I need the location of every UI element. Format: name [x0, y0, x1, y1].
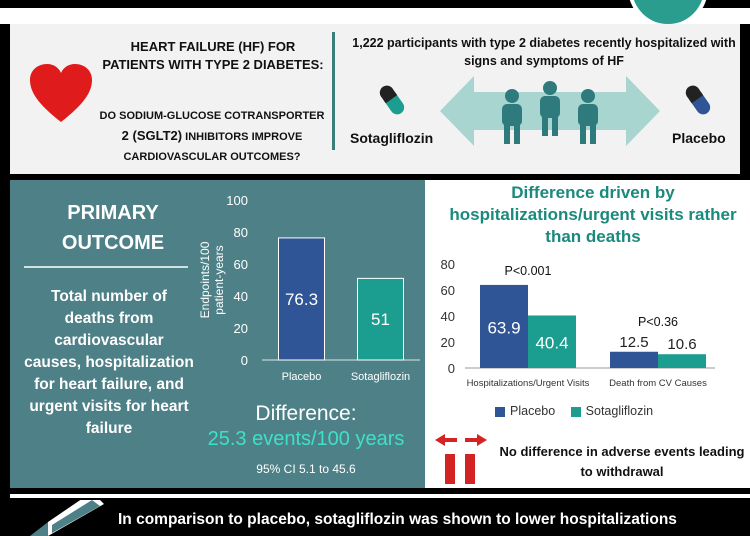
- question-line-1: DO SODIUM-GLUCOSE COTRANSPORTER: [99, 110, 325, 122]
- top-white-strip: [0, 8, 750, 24]
- y-tick-label: 0: [241, 353, 248, 368]
- question-line-2: 2 (SGLT2) INHIBITORS IMPROVE: [98, 126, 326, 147]
- adverse-events-text: No difference in adverse events leading …: [499, 444, 745, 479]
- difference-label: Difference:: [255, 402, 357, 425]
- x-tick-label: Hospitalizations/Urgent Visits: [467, 378, 590, 389]
- secondary-outcome-chart: 0 20 40 60 80 63.9 40.4 P<0.001 Hospitalizations…: [441, 257, 715, 389]
- question-line-3: CARDIOVASCULAR OUTCOMES?: [123, 151, 301, 163]
- pill-icon-sotagliflozin: [379, 85, 405, 115]
- confidence-interval: 95% CI 5.1 to 45.6: [256, 462, 356, 476]
- participants-text: 1,222 participants with type 2 diabetes …: [352, 36, 736, 68]
- y-tick-label: 80: [441, 257, 455, 272]
- y-tick-label: 80: [234, 225, 248, 240]
- y-tick-label: 40: [234, 289, 248, 304]
- legend-swatch-placebo: [495, 406, 505, 417]
- arm-label-sotagliflozin: Sotagliflozin: [350, 130, 434, 146]
- y-tick-label: 40: [441, 309, 455, 324]
- x-tick-label: Sotagliflozin: [351, 371, 410, 383]
- bar-value-label: 12.5: [619, 334, 648, 351]
- primary-outcome-title: PRIMARY OUTCOME: [61, 202, 165, 254]
- legend-item-sotagliflozin: Sotagliflozin: [570, 404, 654, 418]
- conclusion-bar: [10, 494, 750, 536]
- bar-placebo: [278, 237, 325, 361]
- bar-value-label: 76.3: [285, 290, 318, 309]
- header-divider: [332, 32, 335, 150]
- y-axis-label: Endpoints/100patient-years: [200, 241, 226, 318]
- question-sglt2: 2 (SGLT2): [121, 128, 183, 143]
- question-line-2-rest: INHIBITORS IMPROVE: [182, 131, 303, 143]
- arm-label-placebo: Placebo: [672, 130, 726, 146]
- bar-value-label: 63.9: [487, 318, 520, 337]
- bar-placebo: [610, 351, 658, 368]
- bar-placebo: [480, 284, 528, 368]
- y-tick-label: 60: [234, 257, 248, 272]
- primary-outcome-rule: [24, 266, 188, 268]
- primary-outcome-description: Total number of deaths from cardiovascul…: [24, 288, 194, 437]
- y-tick-label: 20: [234, 321, 248, 336]
- conclusion-top-strip: [10, 494, 750, 498]
- conclusion-text: In comparison to placebo, sotagliflozin …: [118, 511, 677, 528]
- bar-value-label: 40.4: [535, 334, 568, 353]
- randomization-arrow-icon: [440, 76, 660, 146]
- question-title: HEART FAILURE (HF) FOR PATIENTS WITH TYP…: [102, 39, 324, 72]
- x-tick-label: Death from CV Causes: [609, 378, 707, 389]
- primary-outcome-chart: 0 20 40 60 80 100 Endpoints/100patient-years 76…: [200, 193, 420, 383]
- legend-item-placebo: Placebo: [495, 404, 555, 418]
- x-tick-label: Placebo: [282, 371, 322, 383]
- legend-label-placebo: Placebo: [510, 404, 556, 418]
- heart-icon: [30, 64, 92, 122]
- secondary-title: Difference driven by hospitalizations/ur…: [449, 183, 737, 246]
- primary-outcome-panel: PRIMARY OUTCOME Total number of deaths f…: [10, 180, 425, 488]
- legend-swatch-sotagliflozin: [570, 406, 581, 417]
- p-value-annotation: P<0.001: [505, 264, 552, 278]
- secondary-outcome-panel: Difference driven by hospitalizations/ur…: [425, 180, 750, 488]
- chart-legend: Placebo Sotagliflozin: [495, 404, 745, 422]
- bar-sotagliflozin: [658, 354, 706, 368]
- pill-icon-placebo: [685, 85, 711, 115]
- bar-sotagliflozin: [357, 277, 404, 361]
- study-info-panel: HEART FAILURE (HF) FOR PATIENTS WITH TYP…: [10, 24, 740, 174]
- withdrawal-icon: [435, 434, 487, 484]
- p-value-annotation: P<0.36: [638, 315, 678, 329]
- question-text: DO SODIUM-GLUCOSE COTRANSPORTER 2 (SGLT2…: [98, 106, 326, 167]
- y-tick-label: 60: [441, 283, 455, 298]
- bar-value-label: 51: [371, 310, 390, 329]
- difference-value: 25.3 events/100 years: [207, 428, 405, 450]
- legend-label-sotagliflozin: Sotagliflozin: [585, 404, 654, 418]
- pencil-icon: [30, 500, 104, 536]
- y-axis-label-line: patient-years: [212, 245, 226, 314]
- y-tick-label: 20: [441, 335, 455, 350]
- y-axis-label-line: Endpoints/100: [200, 241, 212, 318]
- y-tick-label: 0: [448, 361, 455, 376]
- bar-value-label: 10.6: [667, 336, 696, 353]
- bar-sotagliflozin: [528, 315, 576, 368]
- y-tick-label: 100: [226, 193, 248, 208]
